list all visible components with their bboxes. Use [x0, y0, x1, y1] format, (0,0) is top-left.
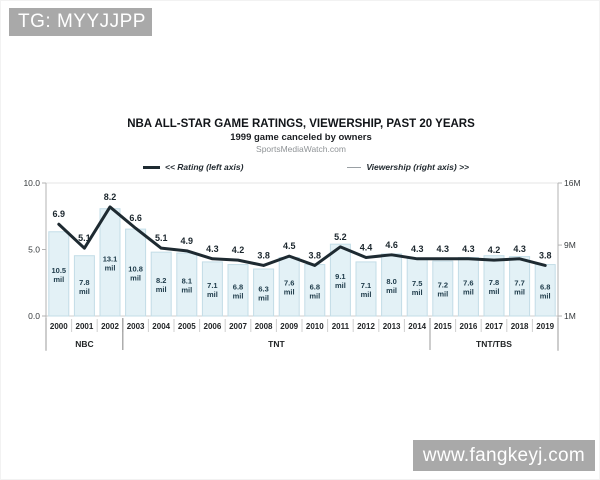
viewership-value-label: 8.0 mil [386, 277, 397, 295]
x-axis-year-label: 2009 [280, 322, 298, 331]
viewership-bar [355, 261, 377, 317]
rating-point-label: 3.8 [539, 250, 552, 260]
rating-point-label: 4.6 [385, 240, 398, 250]
network-group-label: TNT/TBS [476, 339, 512, 349]
chart-legend: << Rating (left axis) Viewership (right … [143, 162, 469, 172]
right-axis-tick-label: 9M [564, 240, 576, 250]
rating-point-label: 4.3 [462, 244, 475, 254]
viewership-bar [509, 256, 531, 317]
x-axis-year-label: 2008 [255, 322, 273, 331]
viewership-bar [73, 255, 95, 317]
x-axis-year-label: 2007 [229, 322, 247, 331]
viewership-value-label: 7.6 mil [284, 279, 295, 297]
chart-subtitle: 1999 game canceled by owners [230, 132, 372, 143]
viewership-bar [201, 261, 223, 317]
watermark-badge-bottom: www.fangkeyj.com [413, 440, 595, 471]
rating-line [57, 205, 547, 267]
x-axis-year-label: 2018 [511, 322, 529, 331]
x-axis-year-label: 2016 [460, 322, 478, 331]
rating-point-label: 5.1 [78, 233, 91, 243]
viewership-value-label: 7.8 mil [79, 278, 90, 296]
viewership-bar [176, 252, 198, 317]
x-axis-year-label: 2006 [204, 322, 222, 331]
rating-point-label: 6.9 [53, 209, 66, 219]
x-axis-year-label: 2002 [101, 322, 119, 331]
viewership-value-label: 9.1 mil [335, 272, 346, 290]
chart-source-credit: SportsMediaWatch.com [256, 144, 346, 154]
legend-rating-label: << Rating (left axis) [165, 162, 244, 172]
viewership-value-label: 6.8 mil [233, 282, 244, 300]
x-axis-year-label: 2017 [485, 322, 503, 331]
viewership-bar [483, 255, 505, 317]
x-axis-year-label: 2013 [383, 322, 401, 331]
rating-point-label: 4.2 [488, 245, 501, 255]
viewership-value-label: 10.8 mil [128, 265, 143, 283]
x-axis-year-label: 2011 [332, 322, 350, 331]
network-group-label: TNT [268, 339, 285, 349]
left-axis-tick-label: 0.0 [28, 311, 40, 321]
x-axis-year-label: 2005 [178, 322, 196, 331]
rating-point-label: 4.5 [283, 241, 296, 251]
viewership-value-label: 8.2 mil [156, 276, 167, 294]
x-axis-year-label: 2015 [434, 322, 452, 331]
viewership-value-label: 6.8 mil [309, 282, 320, 300]
rating-point-label: 6.6 [129, 213, 142, 223]
viewership-bar [150, 251, 172, 317]
rating-point-label: 5.2 [334, 232, 347, 242]
viewership-value-label: 7.8 mil [489, 278, 500, 296]
rating-point-label: 8.2 [104, 192, 117, 202]
rating-point-label: 3.8 [309, 250, 322, 260]
x-axis-year-label: 2004 [152, 322, 170, 331]
x-axis-year-label: 2000 [50, 322, 68, 331]
viewership-value-label: 7.5 mil [412, 279, 423, 297]
x-axis-year-label: 2019 [536, 322, 554, 331]
x-axis-year-label: 2001 [76, 322, 94, 331]
legend-item-viewership: Viewership (right axis) >> [347, 162, 469, 172]
viewership-bar [227, 264, 249, 317]
rating-point-label: 3.8 [257, 250, 270, 260]
network-group-label: NBC [75, 339, 93, 349]
viewership-value-label: 7.6 mil [463, 279, 474, 297]
legend-item-rating: << Rating (left axis) [143, 162, 243, 172]
left-axis-tick-label: 5.0 [28, 245, 40, 255]
right-axis-tick-label: 1M [564, 311, 576, 321]
viewership-value-label: 6.3 mil [258, 285, 269, 303]
x-axis-year-label: 2012 [357, 322, 375, 331]
chart-title: NBA ALL-STAR GAME RATINGS, VIEWERSHIP, P… [127, 118, 475, 130]
rating-point-label: 4.3 [206, 244, 219, 254]
viewership-value-label: 7.2 mil [437, 281, 448, 299]
legend-viewership-label: Viewership (right axis) >> [366, 162, 469, 172]
viewership-bar [329, 243, 351, 317]
rating-point-label: 4.4 [360, 242, 373, 252]
viewership-bar [48, 231, 70, 317]
viewership-bar [432, 260, 454, 317]
rating-point-label: 4.9 [181, 236, 194, 246]
viewership-value-label: 13.1 mil [103, 254, 118, 272]
x-axis-year-label: 2014 [408, 322, 426, 331]
x-axis-year-label: 2010 [306, 322, 324, 331]
left-axis-tick-label: 10.0 [23, 178, 40, 188]
viewership-value-label: 8.1 mil [181, 277, 192, 295]
rating-line-swatch-icon [143, 165, 160, 169]
watermark-top-text: TG: MYYJJPP [18, 11, 146, 32]
viewership-value-label: 7.7 mil [514, 278, 525, 296]
rating-point-label: 5.1 [155, 233, 168, 243]
watermark-bottom-text: www.fangkeyj.com [422, 444, 586, 466]
viewership-line-swatch-icon [347, 166, 362, 168]
rating-point-label: 4.2 [232, 245, 245, 255]
watermark-badge-top: TG: MYYJJPP [9, 8, 152, 36]
viewership-bar [253, 268, 275, 317]
rating-point-label: 4.3 [513, 244, 526, 254]
x-axis-year-label: 2003 [127, 322, 145, 331]
viewership-value-label: 6.8 mil [540, 282, 551, 300]
viewership-value-label: 7.1 mil [207, 281, 218, 299]
viewership-value-label: 10.5 mil [51, 266, 66, 284]
right-axis-tick-label: 16M [564, 178, 581, 188]
rating-point-label: 4.3 [437, 244, 450, 254]
viewership-value-label: 7.1 mil [361, 281, 372, 299]
rating-point-label: 4.3 [411, 244, 424, 254]
